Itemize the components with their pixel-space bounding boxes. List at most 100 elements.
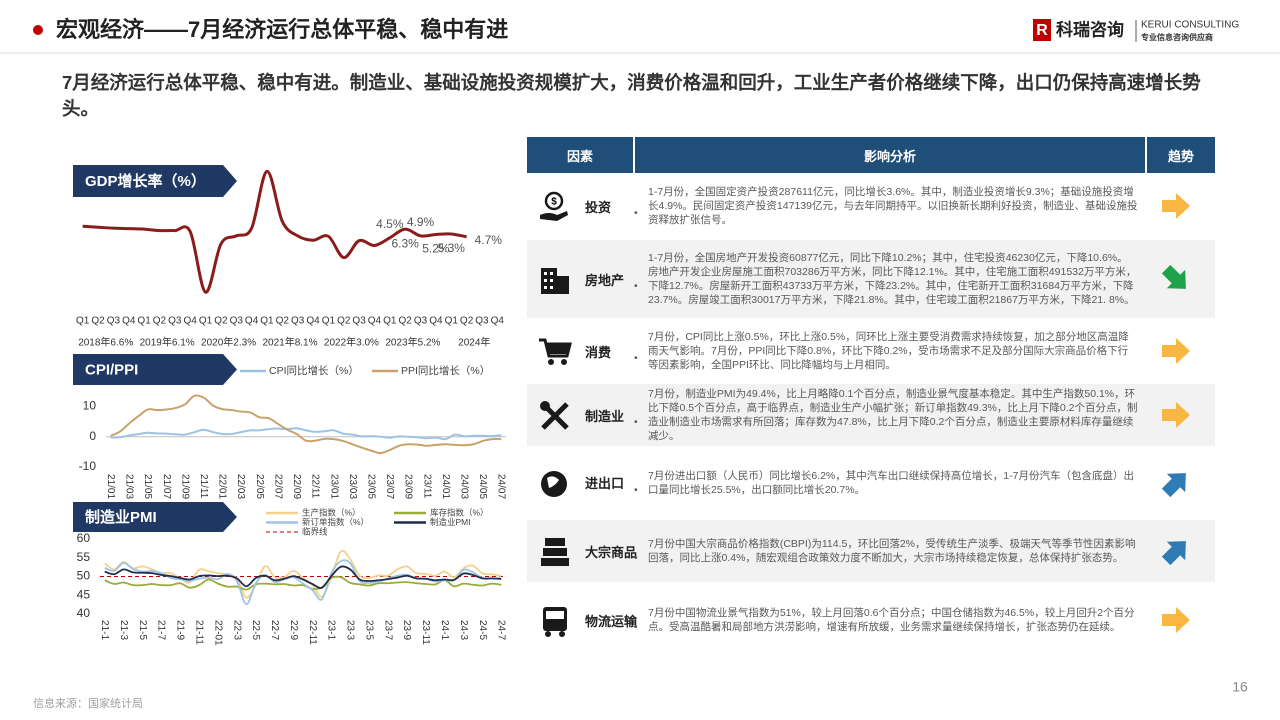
title-dot [33,25,43,35]
x-tick-label: 23-1 [326,620,337,640]
x-group-label: 2021年8.1% [262,336,317,349]
trend-arrow [1159,467,1193,504]
column-header: 趋势 [1147,137,1215,173]
factor: 制造业 [585,408,625,424]
factor-icon [541,268,569,294]
x-tick-label: 21-5 [137,620,148,640]
table-row: 消费 • 7月份，CPI同比上涨0.5%，环比上涨0.5%，同环比上涨主要受消费需求… [527,322,1215,380]
table-row: 制造业 • 7月份，制造业PMI为49.4%，比上月略降0.1个百分点，制造业景气度… [527,384,1215,446]
chart-title: 制造业PMI [85,508,157,526]
x-tick-label: Q1 [322,316,336,327]
bullet: • [634,352,638,364]
series-line [104,565,502,589]
x-tick-label: 23-9 [401,620,412,640]
table-row: 大宗商品 • 7月份中国大宗商品价格指数(CBPI)为114.5，环比回落2%，受传… [527,520,1215,582]
trend-arrow [1159,190,1193,227]
data-label: 5.2% [422,242,450,256]
x-tick-label: Q4 [368,316,382,327]
x-tick-label: 23/05 [365,474,376,499]
x-group-label: 2019年6.1% [140,336,195,349]
analysis: • 7月份中国大宗商品价格指数(CBPI)为114.5，环比回落2%，受传统生产淡… [634,520,1138,582]
arrow [1162,193,1190,219]
analysis: • 7月份进出口额（人民币）同比增长6.2%，其中汽车出口继续保持高位增长，1-7… [634,450,1138,515]
legend-label: PPI同比增长（%） [401,364,490,377]
factor: 房地产 [585,272,625,288]
x-tick-label: Q1 [383,316,397,327]
x-tick-label: 21-11 [193,620,204,645]
table-row: 进出口 • 7月份进出口额（人民币）同比增长6.2%，其中汽车出口继续保持高位增长，… [527,450,1215,515]
bullet: • [634,621,638,633]
legend-label: CPI同比增长（%） [269,364,359,377]
series-line [104,549,502,599]
x-tick-label: 23-11 [420,620,431,645]
arrow [1161,264,1186,289]
legend-label: 新订单指数（%） [302,517,369,527]
trend-arrow [1159,535,1193,572]
slide-title: 宏观经济——7月经济运行总体平稳、稳中有进 [56,17,508,42]
x-tick-label: 24-1 [439,620,450,640]
x-tick-label: 24-3 [458,620,469,640]
x-tick-label: 21-1 [99,620,110,640]
x-group-label: 2024年 [458,336,490,349]
factor: 大宗商品 [585,544,638,560]
x-group-label: 2018年6.6% [78,336,133,349]
x-tick-label: Q4 [245,316,259,327]
chart-title: GDP增长率（%） [85,172,206,190]
x-group-label: 2023年5.2% [385,336,440,349]
analysis-text: 7月份进出口额（人民币）同比增长6.2%，其中汽车出口继续保持高位增长，1-7月… [648,469,1134,496]
x-tick-label: 22-9 [288,620,299,640]
data-label: 5.3% [438,241,466,255]
x-tick-label: 22/03 [235,474,246,499]
icon-box [537,334,573,375]
chart-title-banner [73,165,237,197]
chart-title-banner [73,354,237,385]
y-tick-label: 10 [83,399,97,413]
table-row: 房地产 • 1-7月份，全国房地产开发投资60877亿元，同比下降10.2%；其中，… [527,240,1215,318]
legend-label: 临界线 [302,526,328,536]
icon-box: $ [537,189,573,230]
x-tick-label: Q1 [76,316,90,327]
x-tick-label: Q2 [214,316,228,327]
factor-icon [541,470,567,497]
analysis: • 7月份，CPI同比上涨0.5%，环比上涨0.5%，同环比上涨主要受消费需求持续… [634,322,1138,380]
x-tick-label: 23-3 [345,620,356,640]
legend-label: 库存指数（%） [430,507,489,517]
x-tick-label: 23/07 [384,474,395,499]
x-tick-label: Q1 [260,316,274,327]
x-tick-label: Q3 [414,316,428,327]
x-tick-label: 22/01 [217,474,228,499]
column-header: 因素 [527,137,633,173]
column-header: 影响分析 [635,137,1145,173]
factor: 进出口 [585,476,625,491]
series-line [104,559,502,606]
arrow [1161,541,1186,566]
x-tick-label: 23-7 [382,620,393,640]
analysis: • 7月份中国物流业景气指数为51%，较上月回落0.6个百分点；中国仓储指数为46… [634,588,1138,652]
x-tick-label: Q2 [399,316,413,327]
data-label: 4.5% [376,217,404,231]
analysis-text: 7月份中国大宗商品价格指数(CBPI)为114.5，环比回落2%，受传统生产淡季… [648,538,1136,564]
y-tick-label: -10 [79,459,97,473]
x-tick-label: 22-11 [307,620,318,645]
x-tick-label: Q4 [306,316,320,327]
x-tick-label: Q3 [352,316,366,327]
icon-box [537,262,573,303]
x-tick-label: 24-5 [477,620,488,640]
analysis-text: 7月份，制造业PMI为49.4%，比上月略降0.1个百分点，制造业景气度基本稳定… [648,388,1138,442]
x-tick-label: Q4 [122,316,136,327]
x-tick-label: 24/03 [458,474,469,499]
x-tick-label: 23/01 [328,474,339,499]
x-tick-label: 24/05 [477,474,488,499]
y-tick-label: 45 [77,587,91,601]
arrow [1162,338,1190,364]
data-label: 4.7% [475,233,503,247]
logo-slogan: 专业信息咨询供应商 [1141,32,1213,42]
y-tick-label: 40 [77,606,91,620]
x-tick-label: 23-5 [363,620,374,640]
x-group-label: 2022年3.0% [324,336,379,349]
logo-en: KERUI CONSULTING [1141,20,1239,31]
series-line [110,394,502,455]
trend-arrow [1159,335,1193,372]
x-tick-label: Q3 [475,316,489,327]
trend-arrow [1159,263,1193,300]
